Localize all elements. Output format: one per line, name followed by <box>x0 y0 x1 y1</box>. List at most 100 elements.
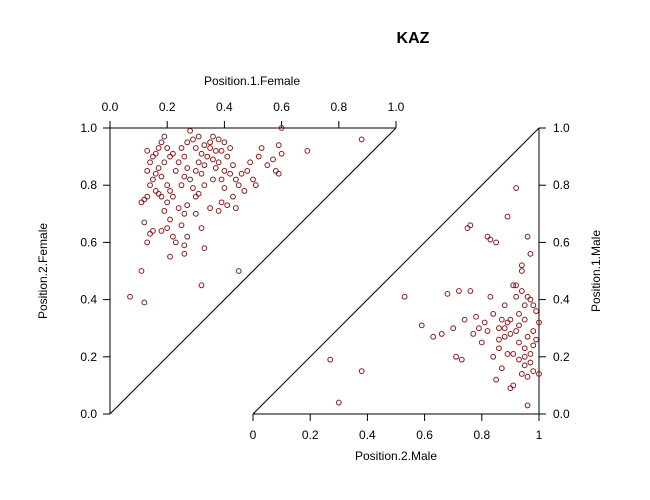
male-point <box>516 311 522 317</box>
male-point <box>501 333 508 340</box>
male-point <box>444 290 451 297</box>
female-point <box>215 208 222 214</box>
female-point <box>144 193 151 200</box>
female-point <box>192 145 199 151</box>
male-y-tick-label: 0.6 <box>553 235 570 249</box>
female-point <box>164 145 171 151</box>
female-point <box>238 170 245 177</box>
male-point <box>496 325 502 332</box>
female-point <box>221 168 228 174</box>
female-point <box>215 159 222 166</box>
male-point <box>450 325 457 332</box>
male-y-axis-label: Position.1.Male <box>589 230 603 312</box>
male-point <box>513 185 520 191</box>
female-point <box>158 173 165 180</box>
female-x-tick-label: 0.6 <box>273 100 290 114</box>
male-point <box>513 328 520 334</box>
female-point <box>187 127 193 134</box>
male-point <box>496 336 502 343</box>
male-x-tick-label: 0 <box>250 428 257 442</box>
female-y-tick-label: 0.2 <box>80 350 97 364</box>
female-point <box>158 139 165 146</box>
male-y-tick-label: 0.0 <box>553 407 570 421</box>
female-point <box>175 159 182 166</box>
female-point <box>147 230 153 237</box>
female-point <box>195 159 202 166</box>
female-point <box>178 222 185 229</box>
female-x-tick-label: 1.0 <box>388 100 405 114</box>
female-point <box>127 293 133 300</box>
female-x-tick-label: 0.2 <box>159 100 176 114</box>
female-point <box>155 165 162 171</box>
female-point <box>170 150 176 157</box>
male-point <box>524 293 531 300</box>
female-point <box>232 205 239 211</box>
male-point <box>521 316 528 323</box>
female-point <box>218 199 225 206</box>
female-y-tick-label: 0.4 <box>80 293 97 307</box>
female-point <box>161 159 168 166</box>
female-point <box>235 268 242 274</box>
female-point <box>141 196 148 203</box>
female-point <box>192 193 199 200</box>
male-point <box>510 282 517 289</box>
male-point <box>464 225 471 232</box>
male-point <box>335 399 342 406</box>
male-x-tick-label: 0.8 <box>473 428 490 442</box>
female-point <box>258 145 265 151</box>
male-x-tick-label: 0.4 <box>359 428 376 442</box>
male-point <box>504 319 511 326</box>
male-point <box>521 302 528 309</box>
female-point <box>218 176 225 183</box>
female-point <box>158 193 165 200</box>
female-point <box>170 233 176 240</box>
male-point <box>490 311 497 317</box>
female-point <box>155 145 162 151</box>
male-point <box>513 293 520 300</box>
male-point <box>518 262 525 269</box>
male-point <box>327 356 334 363</box>
female-point <box>358 136 365 143</box>
female-point <box>181 153 188 160</box>
female-y-tick-label: 0.6 <box>80 235 97 249</box>
female-point <box>275 170 282 177</box>
female-y-tick-label: 1.0 <box>80 121 97 135</box>
female-point <box>235 182 242 189</box>
male-point <box>513 282 520 289</box>
male-point <box>496 345 502 352</box>
female-x-tick-label: 0.0 <box>102 100 119 114</box>
female-point <box>150 176 156 183</box>
female-point <box>158 228 165 234</box>
male-point <box>501 325 508 332</box>
female-point <box>152 188 159 194</box>
female-point <box>181 210 188 217</box>
female-point <box>232 176 239 183</box>
male-point <box>524 233 531 240</box>
chart-title: KAZ <box>397 30 430 47</box>
male-point <box>504 351 511 357</box>
male-point <box>487 236 494 243</box>
male-point <box>527 359 534 366</box>
female-point <box>278 125 285 131</box>
female-point <box>181 173 188 180</box>
female-x-tick-label: 0.4 <box>216 100 233 114</box>
male-point <box>476 325 482 332</box>
female-point <box>138 199 145 206</box>
female-point <box>161 133 168 140</box>
female-point <box>275 142 282 149</box>
male-point <box>527 351 534 357</box>
male-point <box>473 313 479 320</box>
male-point <box>438 331 445 337</box>
female-point <box>221 185 228 191</box>
female-point <box>190 185 196 191</box>
male-x-tick-label: 1 <box>536 428 543 442</box>
female-point <box>215 136 222 143</box>
female-y-tick-label: 0.8 <box>80 178 97 192</box>
male-point <box>507 385 514 392</box>
female-point <box>167 153 173 160</box>
male-point <box>518 288 525 294</box>
female-point <box>201 142 208 149</box>
male-point <box>510 382 517 389</box>
female-point <box>184 233 191 240</box>
female-point <box>247 159 254 166</box>
